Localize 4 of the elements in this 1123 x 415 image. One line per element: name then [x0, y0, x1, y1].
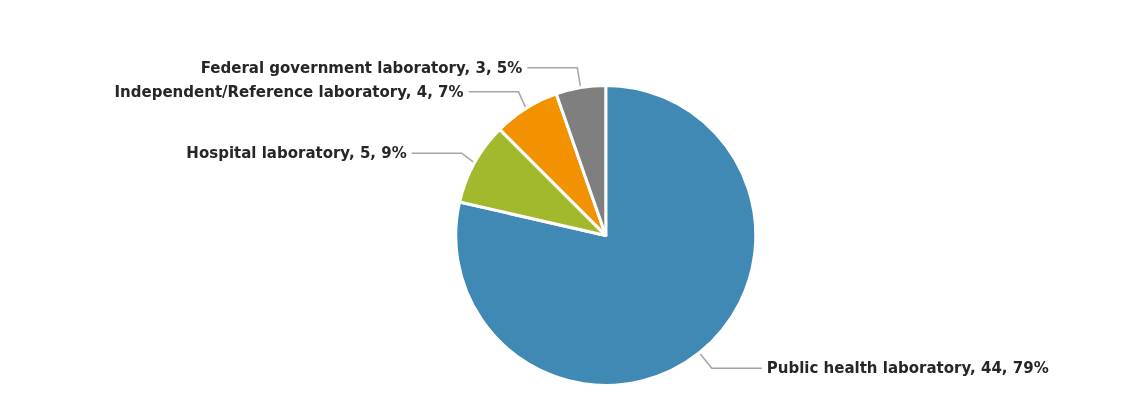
slice-label: Independent/Reference laboratory, 4, 7%: [114, 82, 464, 101]
slice-label: Hospital laboratory, 5, 9%: [186, 144, 407, 163]
slice-label: Federal government laboratory, 3, 5%: [200, 58, 523, 77]
slice-label: Public health laboratory, 44, 79%: [766, 359, 1049, 378]
